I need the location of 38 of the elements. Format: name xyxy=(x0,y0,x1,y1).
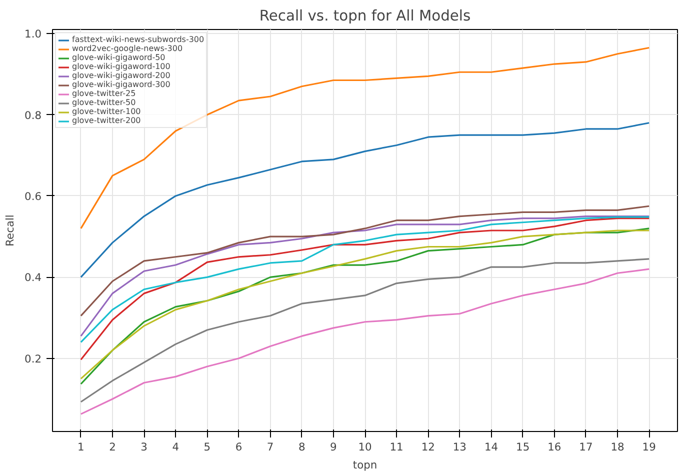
y-tick-label: 1.0 xyxy=(24,28,42,41)
legend-label: glove-twitter-25 xyxy=(72,89,136,98)
y-tick-label: 0.2 xyxy=(24,352,42,366)
legend-label: glove-twitter-200 xyxy=(72,116,141,125)
x-tick-label: 2 xyxy=(109,440,116,454)
chart-title: Recall vs. topn for All Models xyxy=(259,8,471,24)
x-tick-label: 15 xyxy=(516,440,530,454)
x-tick-label: 19 xyxy=(642,440,656,454)
x-tick-label: 12 xyxy=(421,440,435,454)
y-axis-title: Recall xyxy=(4,214,17,246)
x-tick-label: 14 xyxy=(484,440,498,454)
x-tick-label: 1 xyxy=(78,440,84,454)
x-tick-label: 7 xyxy=(266,440,274,454)
x-tick-label: 17 xyxy=(579,440,593,454)
x-tick-label: 6 xyxy=(235,440,242,454)
legend-label: glove-wiki-gigaword-300 xyxy=(72,80,170,89)
legend-label: glove-twitter-100 xyxy=(72,107,141,116)
legend-label: word2vec-google-news-300 xyxy=(72,44,183,53)
x-tick-label: 4 xyxy=(172,440,180,454)
legend-label: glove-wiki-gigaword-100 xyxy=(72,62,170,71)
y-tick-label: 0.4 xyxy=(24,271,42,284)
x-tick-label: 8 xyxy=(298,440,306,454)
legend-label: glove-twitter-50 xyxy=(72,98,136,107)
y-tick-label: 0.6 xyxy=(24,190,42,203)
x-tick-label: 10 xyxy=(358,440,372,454)
x-axis-title: topn xyxy=(352,458,378,472)
y-tick-label: 0.8 xyxy=(24,108,42,122)
x-tick-label: 16 xyxy=(548,440,562,454)
line-series xyxy=(80,205,650,317)
x-tick-label: 9 xyxy=(330,440,338,454)
x-tick-label: 11 xyxy=(390,440,404,454)
x-tick-label: 18 xyxy=(610,440,625,454)
x-tick-label: 13 xyxy=(452,440,466,454)
x-tick-label: 3 xyxy=(140,440,148,454)
legend-label: glove-wiki-gigaword-50 xyxy=(72,53,166,62)
legend-label: fasttext-wiki-news-subwords-300 xyxy=(72,35,204,44)
x-tick-label: 5 xyxy=(204,440,211,454)
legend-label: glove-wiki-gigaword-200 xyxy=(72,71,170,80)
